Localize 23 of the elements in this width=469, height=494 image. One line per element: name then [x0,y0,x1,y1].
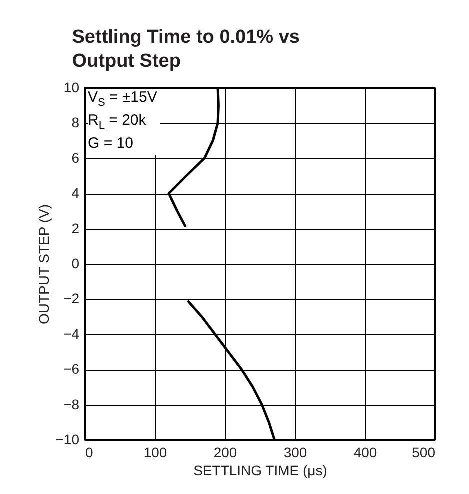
y-tick-label: 8 [72,114,80,131]
chart-title: Settling Time to 0.01% vs Output Step [72,27,300,72]
x-tick-label: 400 [354,444,378,460]
y-tick-label: 0 [72,256,80,272]
x-tick-label: 300 [284,444,308,460]
annotation: G = 10 [88,135,134,152]
y-tick-label: −6 [64,361,80,378]
x-tick-label: 500 [412,444,436,460]
y-tick-label: −2 [64,290,80,307]
y-tick-label: −10 [56,432,80,448]
y-tick-label: −8 [64,396,80,412]
y-tick-label: −4 [64,326,80,342]
x-tick-label: 100 [144,444,168,460]
y-tick-label: 10 [64,80,80,96]
annotation: R$_{L}$ = 20k [88,112,146,132]
x-tick-label: 0 [86,444,94,460]
y-tick-label: 2 [72,220,80,236]
x-axis-title: SETTLING TIME (μs) [194,462,328,478]
annotation: V$_{S}$ = ±15V [88,89,158,109]
x-tick-label: 200 [214,444,238,460]
y-axis-title: OUTPUT STEP (V) [36,204,52,325]
y-tick-label: 4 [72,185,80,202]
y-tick-label: 6 [72,150,80,166]
